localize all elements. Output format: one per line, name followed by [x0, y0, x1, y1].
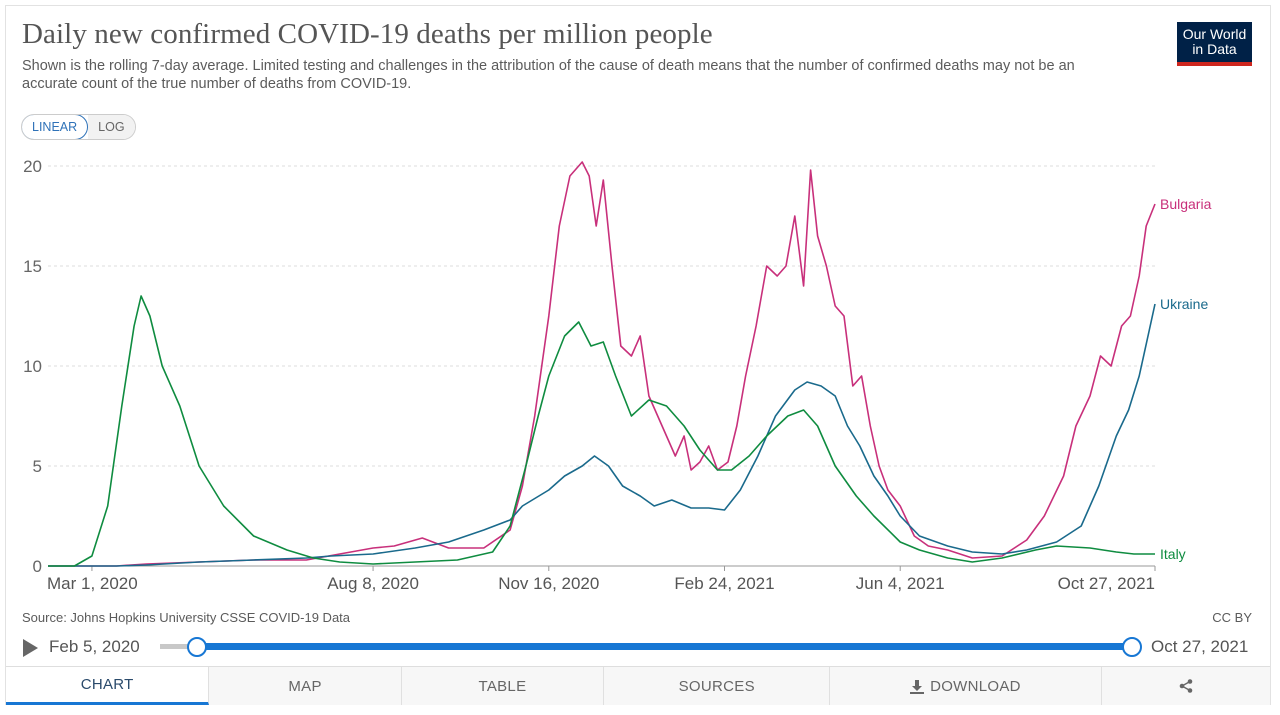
series-label-bulgaria[interactable]: Bulgaria: [1160, 196, 1212, 212]
timeline-start-handle[interactable]: [187, 637, 207, 657]
log-scale-button[interactable]: LOG: [88, 115, 135, 139]
series-line-italy[interactable]: [48, 295, 1155, 567]
x-tick-label: Mar 1, 2020: [47, 574, 138, 593]
y-tick-label: 5: [33, 457, 42, 476]
owid-logo[interactable]: Our World in Data: [1177, 22, 1252, 66]
chart-subtitle: Shown is the rolling 7-day average. Limi…: [22, 58, 1075, 92]
tab-map-label: MAP: [288, 677, 322, 695]
timeline-start-label: Feb 5, 2020: [49, 637, 140, 656]
download-icon: [910, 680, 925, 694]
tab-map[interactable]: MAP: [209, 667, 402, 705]
series-label-ukraine[interactable]: Ukraine: [1160, 296, 1208, 312]
x-tick-label: Jun 4, 2021: [856, 574, 945, 593]
tab-download[interactable]: DOWNLOAD: [830, 667, 1102, 705]
tab-sources-label: SOURCES: [678, 677, 755, 695]
series-line-bulgaria[interactable]: [48, 161, 1156, 567]
y-tick-label: 15: [23, 257, 42, 276]
chart-frame: [5, 5, 1271, 705]
source-note[interactable]: Source: Johns Hopkins University CSSE CO…: [22, 610, 351, 625]
timeline-track-selected[interactable]: [196, 643, 1131, 650]
license-link[interactable]: CC BY: [1212, 610, 1252, 625]
tab-table[interactable]: TABLE: [402, 667, 605, 705]
x-tick-label: Feb 24, 2021: [674, 574, 774, 593]
tab-sources[interactable]: SOURCES: [604, 667, 831, 705]
x-tick-label: Aug 8, 2020: [327, 574, 419, 593]
timeline-end-handle[interactable]: [1122, 637, 1142, 657]
tab-bar: CHART MAP TABLE SOURCES DOWNLOAD: [6, 666, 1270, 705]
linear-scale-button[interactable]: LINEAR: [21, 115, 89, 139]
y-tick-label: 0: [33, 557, 42, 576]
chart-title: Daily new confirmed COVID-19 deaths per …: [22, 18, 713, 50]
y-tick-label: 10: [23, 357, 42, 376]
tab-chart[interactable]: CHART: [6, 667, 210, 705]
series-line-ukraine[interactable]: [48, 303, 1156, 567]
tab-download-label: DOWNLOAD: [930, 677, 1021, 695]
timeline-track-background[interactable]: [160, 644, 200, 649]
logo-line1: Our World: [1182, 26, 1247, 42]
tab-share[interactable]: [1102, 667, 1270, 705]
line-chart[interactable]: 0 5 10 15 20 Mar 1, 2020 Aug 8, 2020 Nov 16, 20…: [0, 140, 1280, 600]
play-icon[interactable]: [23, 639, 38, 657]
x-tick-label: Nov 16, 2020: [498, 574, 599, 593]
tab-table-label: TABLE: [478, 677, 527, 695]
timeline-end-label: Oct 27, 2021: [1151, 637, 1249, 656]
scale-toggle: LINEAR LOG: [21, 114, 136, 140]
logo-line2: in Data: [1192, 41, 1237, 57]
timeline: Feb 5, 2020 Oct 27, 2021: [0, 632, 1280, 662]
y-tick-label: 20: [23, 157, 42, 176]
share-icon: [1179, 679, 1193, 693]
tab-chart-label: CHART: [80, 676, 134, 693]
series-label-italy[interactable]: Italy: [1160, 546, 1186, 562]
x-tick-label: Oct 27, 2021: [1058, 574, 1155, 593]
